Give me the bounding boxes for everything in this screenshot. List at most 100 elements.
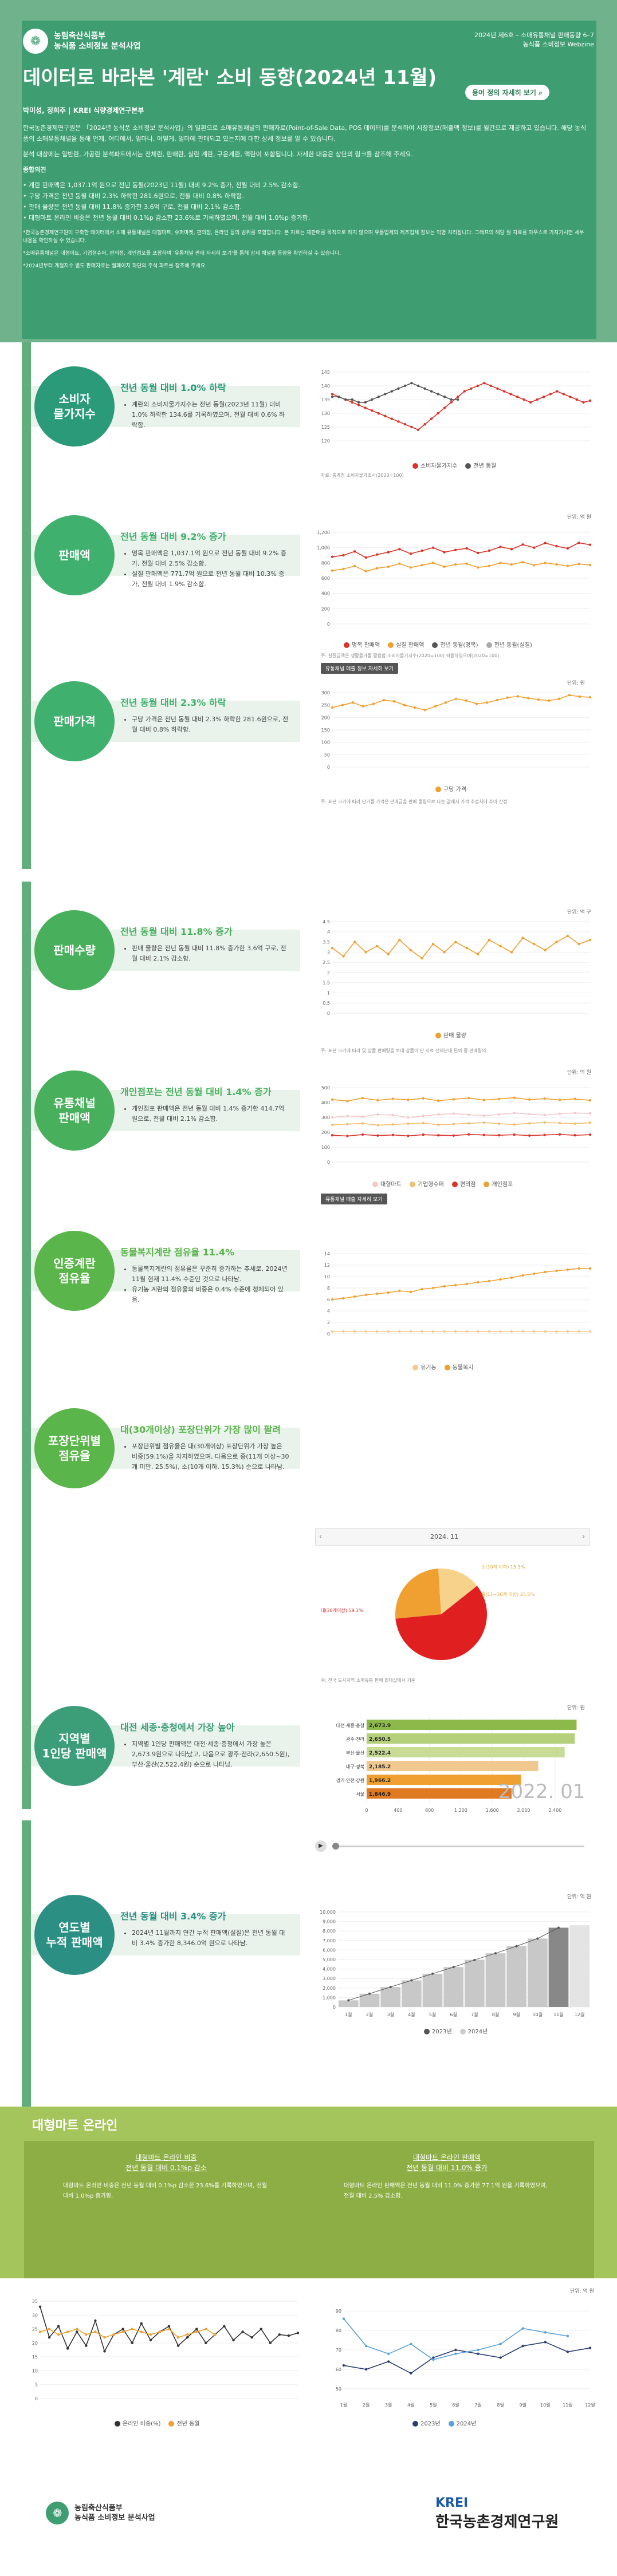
cert-chart[interactable]: 0 2 4 6 8 10 12 14 bbox=[309, 1248, 596, 1345]
data-point[interactable] bbox=[452, 1966, 455, 1969]
data-point[interactable] bbox=[382, 698, 386, 702]
data-point[interactable] bbox=[544, 562, 547, 564]
data-point[interactable] bbox=[588, 696, 592, 699]
data-point[interactable] bbox=[528, 1098, 531, 1101]
data-point[interactable] bbox=[38, 2305, 42, 2308]
data-point[interactable] bbox=[543, 1133, 546, 1136]
data-point[interactable] bbox=[566, 2334, 569, 2338]
bar-2024[interactable] bbox=[359, 1993, 380, 2007]
data-point[interactable] bbox=[361, 1122, 364, 1125]
data-point[interactable] bbox=[558, 1112, 561, 1115]
data-point[interactable] bbox=[477, 2348, 480, 2352]
data-point[interactable] bbox=[521, 1330, 524, 1333]
data-point[interactable] bbox=[489, 384, 493, 388]
data-point[interactable] bbox=[176, 2344, 180, 2347]
data-point[interactable] bbox=[496, 387, 499, 390]
data-point[interactable] bbox=[57, 2333, 60, 2336]
data-point[interactable] bbox=[410, 2342, 412, 2345]
pack-pie-chart[interactable] bbox=[344, 1551, 561, 1666]
data-point[interactable] bbox=[409, 1330, 412, 1333]
data-point[interactable] bbox=[409, 949, 412, 951]
data-point[interactable] bbox=[532, 1272, 536, 1275]
data-point[interactable] bbox=[371, 398, 374, 401]
data-point[interactable] bbox=[588, 1267, 592, 1270]
data-point[interactable] bbox=[532, 564, 536, 567]
data-point[interactable] bbox=[588, 563, 592, 567]
timeline-handle[interactable] bbox=[332, 1843, 339, 1850]
data-point[interactable] bbox=[407, 1135, 410, 1137]
cumulative-chart[interactable]: 0 1,000 2,000 3,000 4,000 5,000 6,000 7,000 8,00… bbox=[309, 1906, 596, 2021]
data-point[interactable] bbox=[214, 2333, 217, 2336]
price-chart[interactable]: 0 50 100 150 200 250 300 bbox=[309, 687, 596, 779]
data-point[interactable] bbox=[488, 1330, 491, 1333]
data-point[interactable] bbox=[397, 420, 400, 423]
bar-2024[interactable] bbox=[422, 1973, 443, 2007]
data-point[interactable] bbox=[377, 396, 380, 398]
data-point[interactable] bbox=[361, 705, 365, 708]
data-point[interactable] bbox=[232, 2338, 235, 2342]
data-point[interactable] bbox=[558, 1133, 561, 1136]
data-point[interactable] bbox=[346, 1135, 349, 1137]
data-point[interactable] bbox=[452, 1134, 455, 1137]
cpi-chart[interactable]: 120 125 130 135 140 145 bbox=[309, 366, 596, 452]
data-point[interactable] bbox=[488, 564, 491, 567]
data-point[interactable] bbox=[361, 1133, 364, 1136]
data-point[interactable] bbox=[387, 1330, 390, 1333]
mart-sales-chart[interactable]: 50 60 70 80 90 1월 2월 3월 4월 5월 6월 7월 8월 9월 10월 11월 12월 bbox=[321, 2296, 596, 2410]
data-point[interactable] bbox=[473, 1958, 476, 1961]
data-point[interactable] bbox=[536, 1937, 539, 1940]
data-point[interactable] bbox=[167, 2325, 171, 2328]
data-point[interactable] bbox=[131, 2328, 133, 2330]
data-point[interactable] bbox=[364, 1293, 367, 1297]
data-point[interactable] bbox=[398, 1330, 401, 1333]
data-point[interactable] bbox=[543, 1113, 546, 1117]
data-point[interactable] bbox=[376, 1330, 379, 1333]
data-point[interactable] bbox=[431, 546, 435, 549]
data-point[interactable] bbox=[477, 1281, 480, 1284]
data-point[interactable] bbox=[558, 1099, 561, 1101]
data-point[interactable] bbox=[588, 1112, 592, 1115]
data-point[interactable] bbox=[342, 2364, 345, 2367]
data-point[interactable] bbox=[467, 1122, 470, 1125]
data-point[interactable] bbox=[499, 2342, 502, 2345]
data-point[interactable] bbox=[499, 945, 502, 947]
data-point[interactable] bbox=[103, 2336, 106, 2339]
data-point[interactable] bbox=[566, 2350, 569, 2353]
data-point[interactable] bbox=[94, 2330, 97, 2333]
data-point[interactable] bbox=[364, 401, 367, 404]
data-point[interactable] bbox=[337, 396, 340, 398]
data-point[interactable] bbox=[482, 1114, 485, 1117]
data-point[interactable] bbox=[573, 1112, 576, 1115]
data-point[interactable] bbox=[544, 949, 547, 951]
data-point[interactable] bbox=[467, 1133, 470, 1136]
data-point[interactable] bbox=[410, 1979, 413, 1982]
data-point[interactable] bbox=[342, 554, 345, 557]
data-point[interactable] bbox=[205, 2341, 207, 2345]
data-point[interactable] bbox=[398, 562, 401, 565]
data-point[interactable] bbox=[260, 2328, 262, 2330]
data-point[interactable] bbox=[477, 1330, 480, 1333]
data-point[interactable] bbox=[506, 696, 509, 699]
data-point[interactable] bbox=[470, 387, 473, 390]
bar[interactable] bbox=[367, 1788, 512, 1799]
data-point[interactable] bbox=[573, 1097, 576, 1100]
bar-2024[interactable] bbox=[485, 1953, 506, 2007]
channel-detail-button[interactable]: 유통채널 매출 정보 자세히 보기 bbox=[321, 663, 399, 674]
data-point[interactable] bbox=[416, 428, 420, 431]
data-point[interactable] bbox=[528, 1134, 531, 1137]
data-point[interactable] bbox=[588, 938, 592, 942]
data-point[interactable] bbox=[351, 401, 353, 404]
data-point[interactable] bbox=[391, 1097, 395, 1100]
bar-2024[interactable] bbox=[402, 1980, 422, 2007]
data-point[interactable] bbox=[588, 399, 592, 402]
data-point[interactable] bbox=[390, 417, 394, 420]
data-point[interactable] bbox=[437, 1123, 440, 1127]
data-point[interactable] bbox=[250, 2336, 253, 2339]
data-point[interactable] bbox=[397, 387, 400, 390]
data-point[interactable] bbox=[463, 390, 466, 393]
data-point[interactable] bbox=[569, 396, 572, 398]
data-point[interactable] bbox=[346, 1100, 349, 1103]
data-point[interactable] bbox=[364, 1330, 367, 1333]
data-point[interactable] bbox=[351, 398, 353, 401]
data-point[interactable] bbox=[376, 567, 379, 570]
